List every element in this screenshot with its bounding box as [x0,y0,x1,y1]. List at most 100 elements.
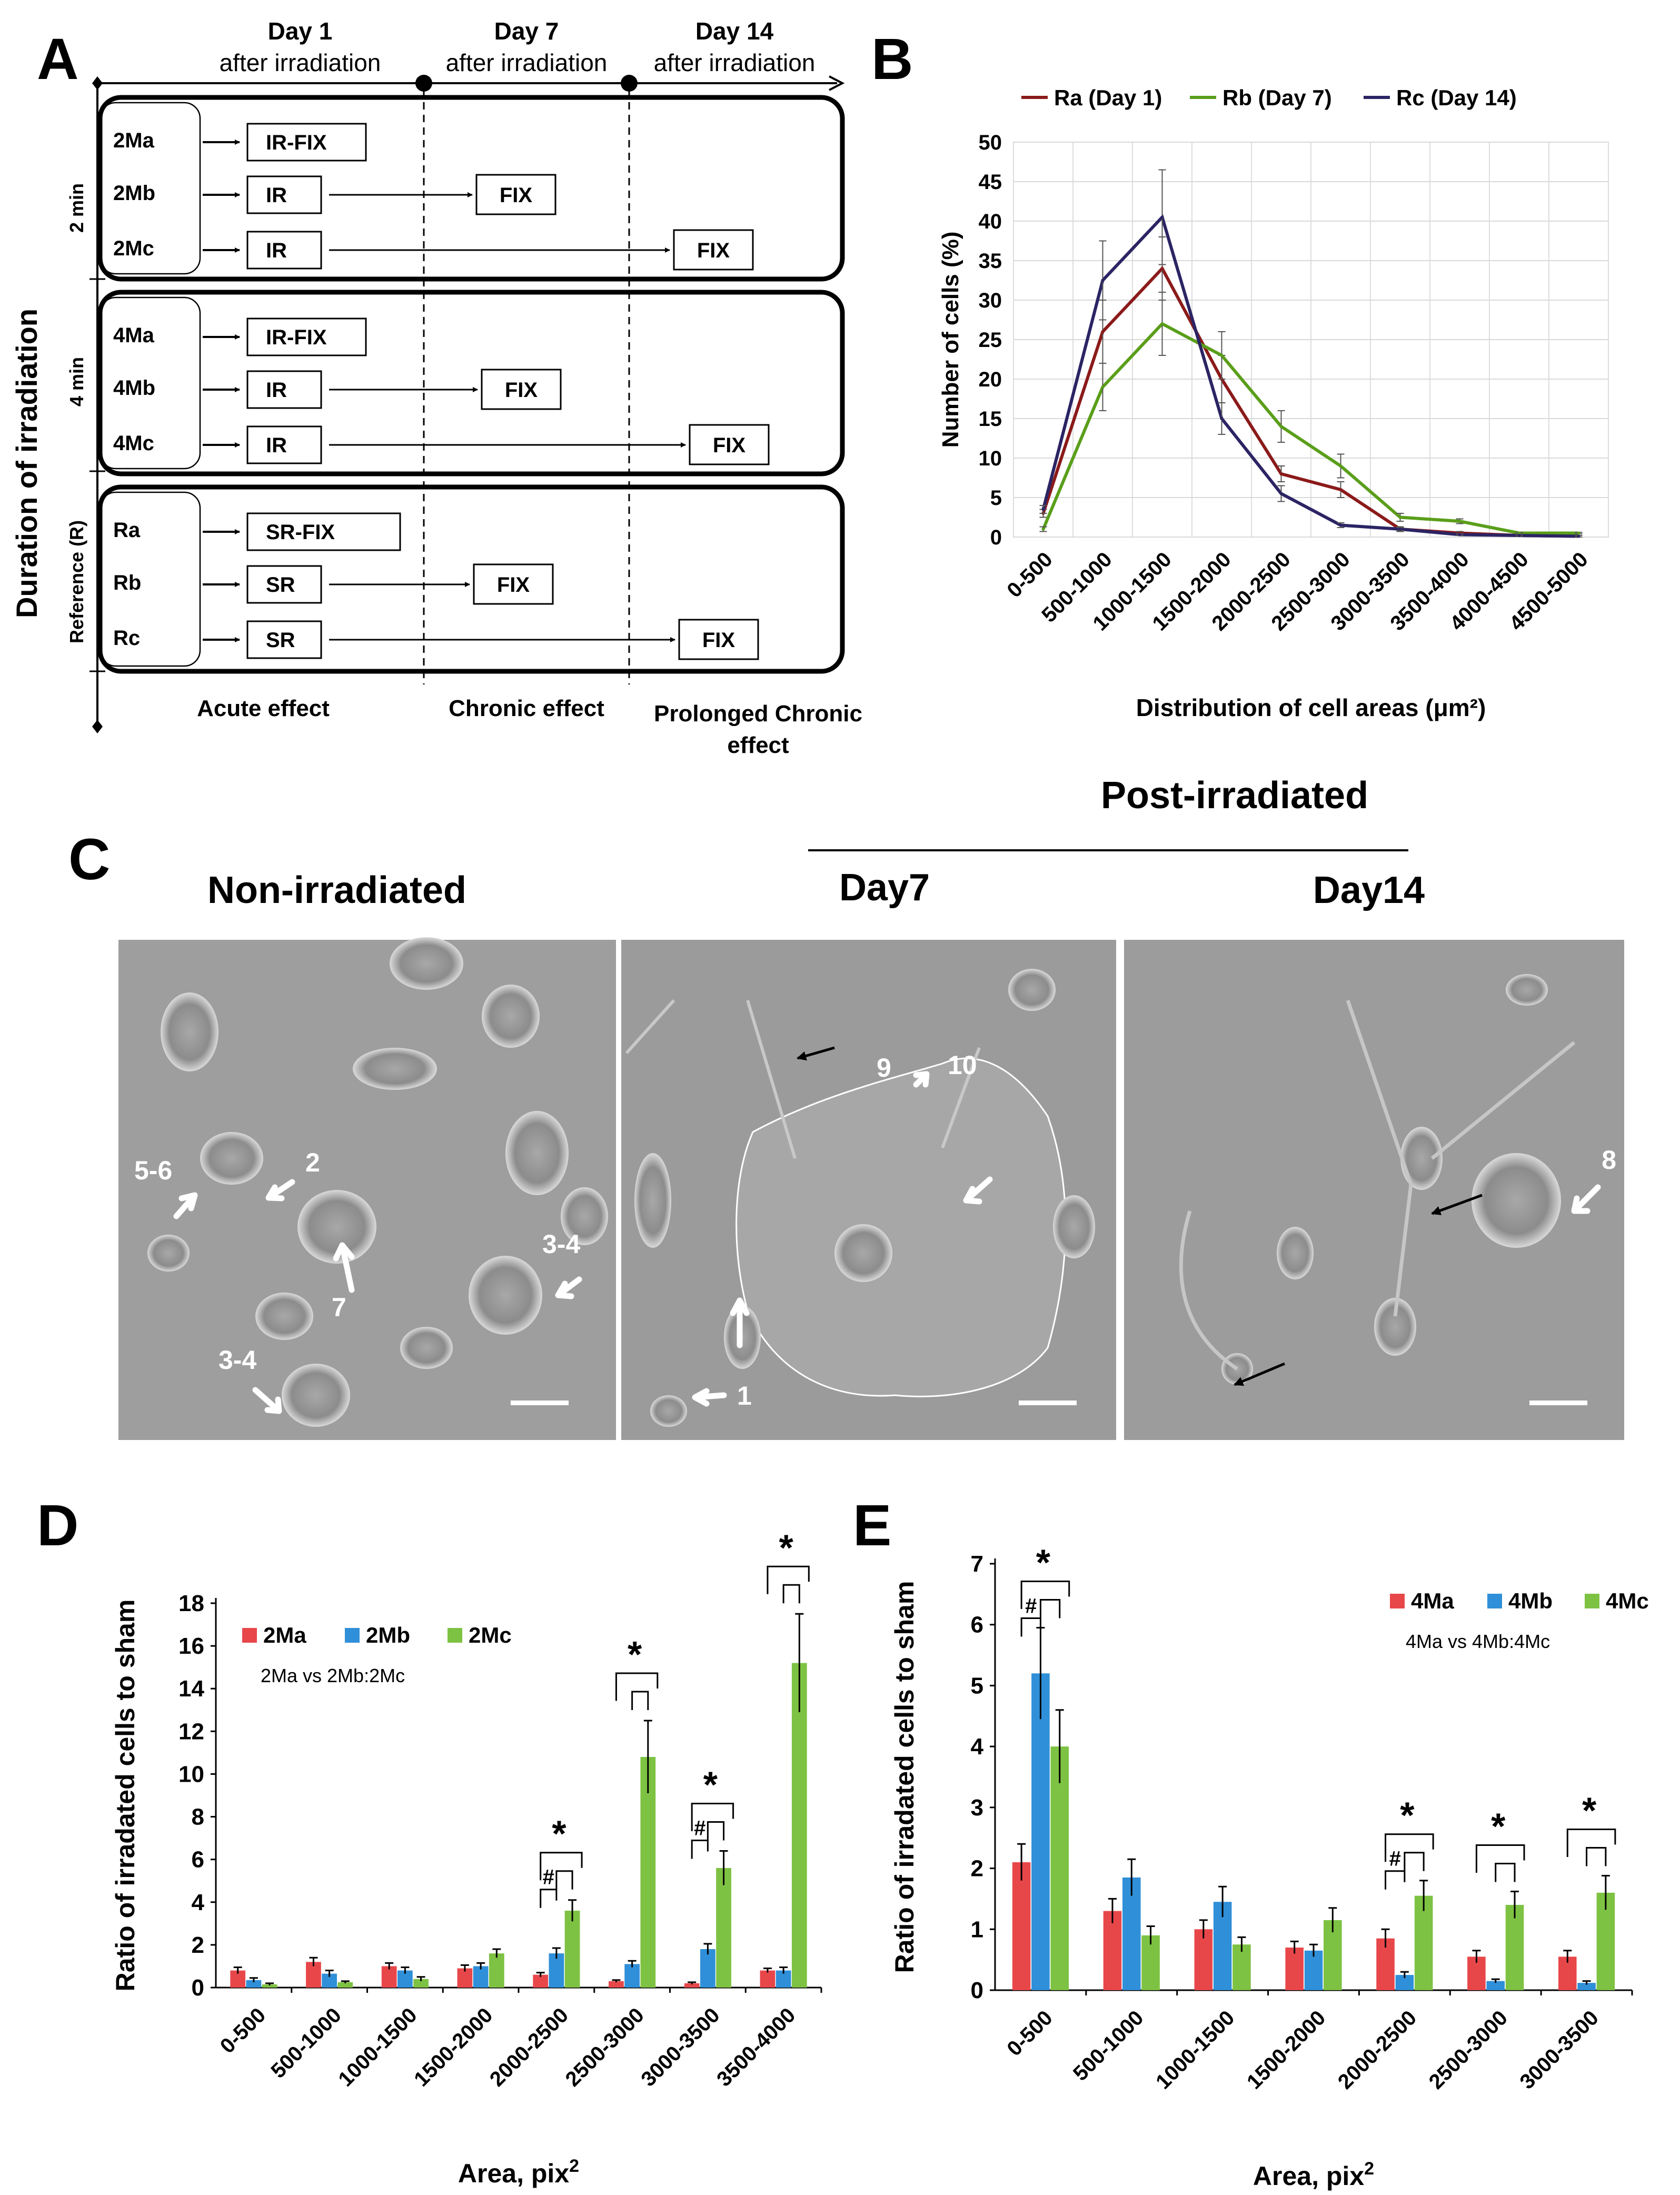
group-side-2min: 2 min [66,183,87,233]
fix-box [689,424,770,465]
row-name-4Mc: 4Mc [113,432,154,455]
fix-box-label: FIX [497,573,530,597]
protocol-box-label: IR-FIX [266,326,327,349]
data-point [1101,330,1105,333]
bar-4Mb [1577,1983,1596,1990]
x-tick-label: 3000-3500 [637,2003,724,2091]
mark-5-6: 5-6 [134,1156,172,1185]
bar-2Ma [684,1983,700,1988]
fix-box [473,563,554,605]
bar-2Mc [640,1757,656,1988]
sig-bracket-inner [1039,1599,1061,1618]
y-tick-label: 2 [971,1856,983,1882]
sig-bracket-inner [707,1821,725,1841]
bar-2Ma [760,1970,776,1988]
timeline-day7-sub: after irradiation [446,49,608,76]
legend-swatch [345,1628,360,1643]
row-name-4Mb: 4Mb [113,376,155,400]
legend-swatch [448,1628,462,1643]
panel-label-e: E [853,1493,891,1558]
protocol-box [246,231,322,270]
significance-star: * [628,1634,642,1675]
significance-hash: # [543,1866,554,1889]
protocol-box [246,565,322,604]
significance-hash: # [1025,1595,1037,1618]
sig-bracket-outer [767,1565,810,1594]
hash-bracket [1385,1870,1406,1890]
protocol-box [246,317,367,356]
y-tick-label: 25 [979,329,1002,352]
fix-box-label: FIX [702,629,735,652]
protocol-box [246,620,322,659]
mark-9: 9 [877,1053,891,1082]
effect-prolonged-line2: effect [727,732,789,758]
bar-2Mb [473,1966,489,1988]
y-tick-label: 8 [192,1804,204,1830]
name-bracket [99,491,201,667]
protocol-box [246,512,401,551]
mark-2: 2 [305,1148,320,1177]
protocol-box-label: SR [266,629,295,652]
bar-4Mc [1232,1944,1251,1990]
significance-star: * [1036,1542,1051,1583]
sig-bracket-inner [555,1870,573,1890]
sig-bracket-outer [1566,1828,1616,1857]
y-tick-label: 35 [979,250,1002,273]
legend-swatch [1585,1594,1599,1608]
sig-bracket-outer [691,1802,734,1831]
panel-label-b: B [871,27,913,92]
y-tick-label: 7 [971,1551,983,1577]
fix-box [678,619,759,660]
legend-label: 4Ma [1411,1588,1454,1613]
legend-label: 2Ma [263,1623,306,1647]
bar-4Ma [1103,1911,1122,1990]
x-tick-label: 2000-2500 [1334,2006,1421,2093]
mark-3-4-a: 3-4 [542,1229,580,1259]
sig-bracket-outer [1385,1833,1434,1862]
bar-2Mc [489,1953,504,1988]
mark-10: 10 [948,1050,977,1080]
x-tick-label: 2500-3000 [1425,2006,1512,2093]
bar-4Mc [1414,1895,1433,1990]
bar-4Mb [1304,1950,1323,1990]
axis-end-icon [92,720,103,733]
x-tick-label: 1000-1500 [1151,2006,1239,2093]
comparison-note: 4Ma vs 4Mb:4Mc [1406,1631,1550,1652]
fix-box [481,369,562,410]
effect-prolonged: Prolonged Chronic [654,701,862,727]
post-irradiated-header: Post-irradiated [1101,774,1368,817]
legend-label: 4Mb [1508,1588,1553,1613]
y-tick-label: 18 [178,1591,204,1616]
x-tick-label: 0-500 [1002,548,1057,602]
y-tick-label: 0 [192,1975,204,2001]
row-name-2Ma: 2Ma [113,129,155,152]
protocol-box [246,175,322,214]
significance-star: * [1582,1790,1597,1831]
panel-c: C Post-irradiated Non-irradiated Day7 Da… [68,774,1624,1440]
data-point [1279,425,1283,428]
y-tick-label: 3 [971,1795,983,1821]
y-tick-label: 0 [990,526,1002,549]
timeline-dot-day7 [415,75,432,92]
label-day7: Day7 [839,867,930,909]
protocol-box-label: SR-FIX [266,521,335,544]
protocol-box [246,123,367,162]
fix-box [475,174,556,215]
micrograph-labels: 5-6 2 7 3-4 3-4 9 10 1 8 [134,1050,1616,1411]
protocol-box-label: IR-FIX [266,131,327,154]
data-point [1398,515,1402,519]
effect-chronic: Chronic effect [449,696,604,721]
significance-hash: # [694,1816,705,1840]
significance-star: * [779,1527,794,1568]
mark-3-4-b: 3-4 [218,1345,256,1375]
data-point [1517,534,1521,537]
y-tick-label: 5 [990,486,1002,510]
data-point [1458,533,1462,537]
y-tick-label: 0 [971,1978,983,2003]
timeline-arrowhead [829,75,845,91]
legend-label: Ra (Day 1) [1054,85,1162,110]
data-point [1041,508,1045,511]
x-tick-label: 1500-2000 [410,2003,497,2091]
y-tick-label: 5 [971,1673,983,1699]
